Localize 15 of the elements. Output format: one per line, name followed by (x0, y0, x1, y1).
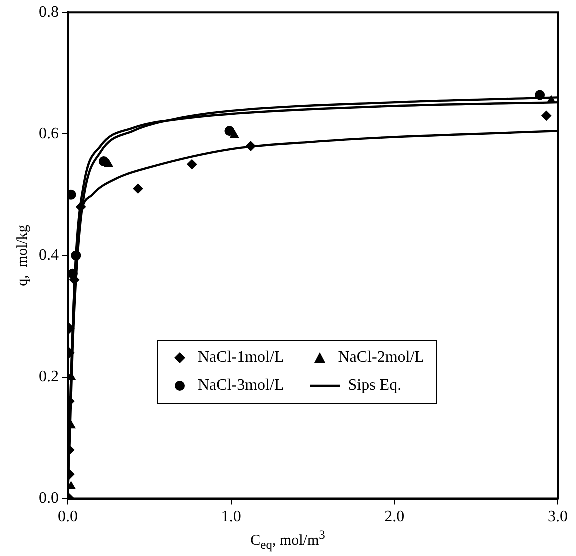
x-tick-label: 0.0 (58, 508, 78, 526)
legend-label: NaCl-1mol/L (198, 349, 284, 367)
x-axis-title: C$_{eq}$, mol/m$^{3}$ (250, 528, 326, 553)
x-tick-label: 3.0 (548, 508, 568, 526)
legend-label: Sips Eq. (348, 377, 402, 395)
x-tick-label: 2.0 (384, 508, 405, 526)
y-tick-label: 0.4 (39, 246, 59, 264)
y-tick-label: 0.2 (39, 368, 59, 386)
legend-label: NaCl-3mol/L (198, 377, 284, 395)
y-tick-label: 0.8 (39, 4, 59, 21)
legend-label: NaCl-2mol/L (338, 349, 424, 367)
y-tick-label: 0.6 (39, 125, 59, 142)
x-tick-label: 1.0 (221, 508, 242, 526)
y-tick-label: 0.0 (39, 490, 59, 508)
y-axis-title: q, mol/kg (14, 224, 31, 286)
